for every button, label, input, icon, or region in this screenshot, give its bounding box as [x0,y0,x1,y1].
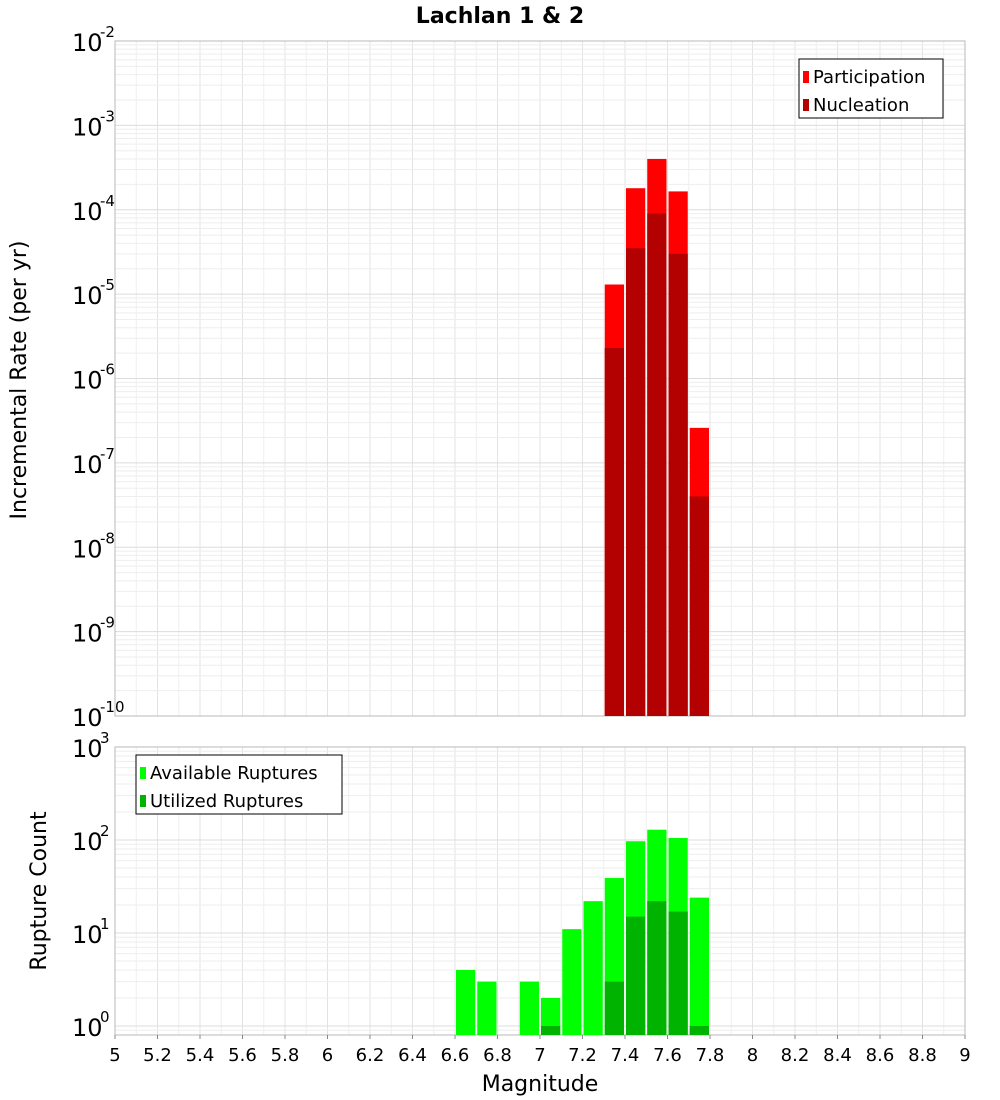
legend: Available Ruptures Utilized Ruptures [135,754,343,815]
y-tick-label: 10 [72,198,103,226]
bar [477,981,497,1035]
y-tick-label: 10 [72,113,103,141]
legend-swatch [803,99,809,111]
y-tick-exponent: -5 [100,276,115,294]
bar [626,916,646,1035]
y-tick-label: 10 [72,29,103,57]
legend-label: Utilized Ruptures [150,791,303,812]
y-tick-exponent: -8 [100,529,115,547]
bar [604,981,624,1035]
x-tick-label: 7.8 [696,1045,725,1066]
series-utilized-ruptures [541,901,709,1035]
y-tick-exponent: -3 [100,107,115,125]
x-tick-label: 8.6 [866,1045,895,1066]
y-tick-exponent: -7 [100,445,115,463]
bar [562,929,582,1035]
chart-title: Lachlan 1 & 2 [416,4,584,29]
top-plot-grid [114,40,966,717]
x-axis-title: Magnitude [482,1072,599,1097]
bar [689,496,709,716]
x-tick-label: 7.2 [568,1045,597,1066]
legend-swatch [803,71,809,83]
x-tick-label: 6.4 [398,1045,427,1066]
bar [604,347,624,716]
legend-box [798,58,944,119]
x-tick-label: 8.2 [781,1045,810,1066]
y-tick-exponent: -4 [100,192,115,210]
y-tick-exponent: 3 [100,729,110,747]
x-tick-label: 6.6 [441,1045,470,1066]
y-tick-label: 10 [72,921,103,949]
y-tick-exponent: 1 [100,915,110,933]
y-axis-title-count: Rupture Count [27,811,52,971]
plot-frame [114,40,966,717]
legend-swatch [140,767,146,779]
y-tick-label: 10 [72,828,103,856]
y-tick-exponent: 0 [100,1008,110,1026]
bar [689,897,709,1035]
x-tick-label: 5.2 [143,1045,172,1066]
x-tick-label: 5.4 [186,1045,215,1066]
bar [668,253,688,716]
y-tick-label: 10 [72,735,103,763]
x-tick-label: 8.8 [908,1045,937,1066]
bar [647,213,667,717]
legend-box [135,754,343,815]
bar [541,997,561,1035]
bar [647,901,667,1035]
x-tick-label: 7.6 [653,1045,682,1066]
x-tick-label: 7.4 [611,1045,640,1066]
legend-label: Nucleation [813,95,909,116]
x-tick-label: 8.4 [823,1045,852,1066]
y-tick-label: 10 [72,620,103,648]
x-axis-ticks: 5 5.2 5.4 5.6 5.8 6 6.2 6.4 6.6 6.8 7 7.2 7.4 7.6 7.8 8… [109,1035,971,1066]
x-tick-label: 6.8 [483,1045,512,1066]
x-tick-label: 5.6 [228,1045,257,1066]
y-tick-exponent: -6 [100,361,115,379]
bar [456,969,476,1035]
bar [689,1025,709,1035]
legend-label: Participation [813,67,925,88]
y-tick-exponent: 2 [100,822,110,840]
series-nucleation [604,213,709,717]
bar [668,911,688,1035]
bar [626,248,646,717]
bar [541,1025,561,1035]
legend: Participation Nucleation [798,58,944,119]
x-tick-label: 6 [322,1045,333,1066]
legend-label: Available Ruptures [150,763,318,784]
x-tick-label: 7 [534,1045,545,1066]
x-tick-label: 9 [959,1045,970,1066]
bar [519,981,539,1035]
x-tick-label: 5 [109,1045,120,1066]
y-tick-label: 10 [72,535,103,563]
x-tick-label: 6.2 [356,1045,385,1066]
y-tick-label: 10 [72,1014,103,1042]
x-tick-label: 5.8 [271,1045,300,1066]
y-tick-label: 10 [72,367,103,395]
y-tick-label: 10 [72,282,103,310]
y-tick-exponent: -2 [100,23,115,41]
y-axis-title-rate: Incremental Rate (per yr) [7,241,32,520]
y-tick-exponent: -10 [100,698,125,716]
y-tick-label: 10 [72,704,103,732]
y-tick-exponent: -9 [100,614,115,632]
x-tick-label: 8 [747,1045,758,1066]
bottom-plot-grid [114,746,966,1036]
y-tick-label: 10 [72,451,103,479]
legend-swatch [140,795,146,807]
bar [583,901,603,1035]
